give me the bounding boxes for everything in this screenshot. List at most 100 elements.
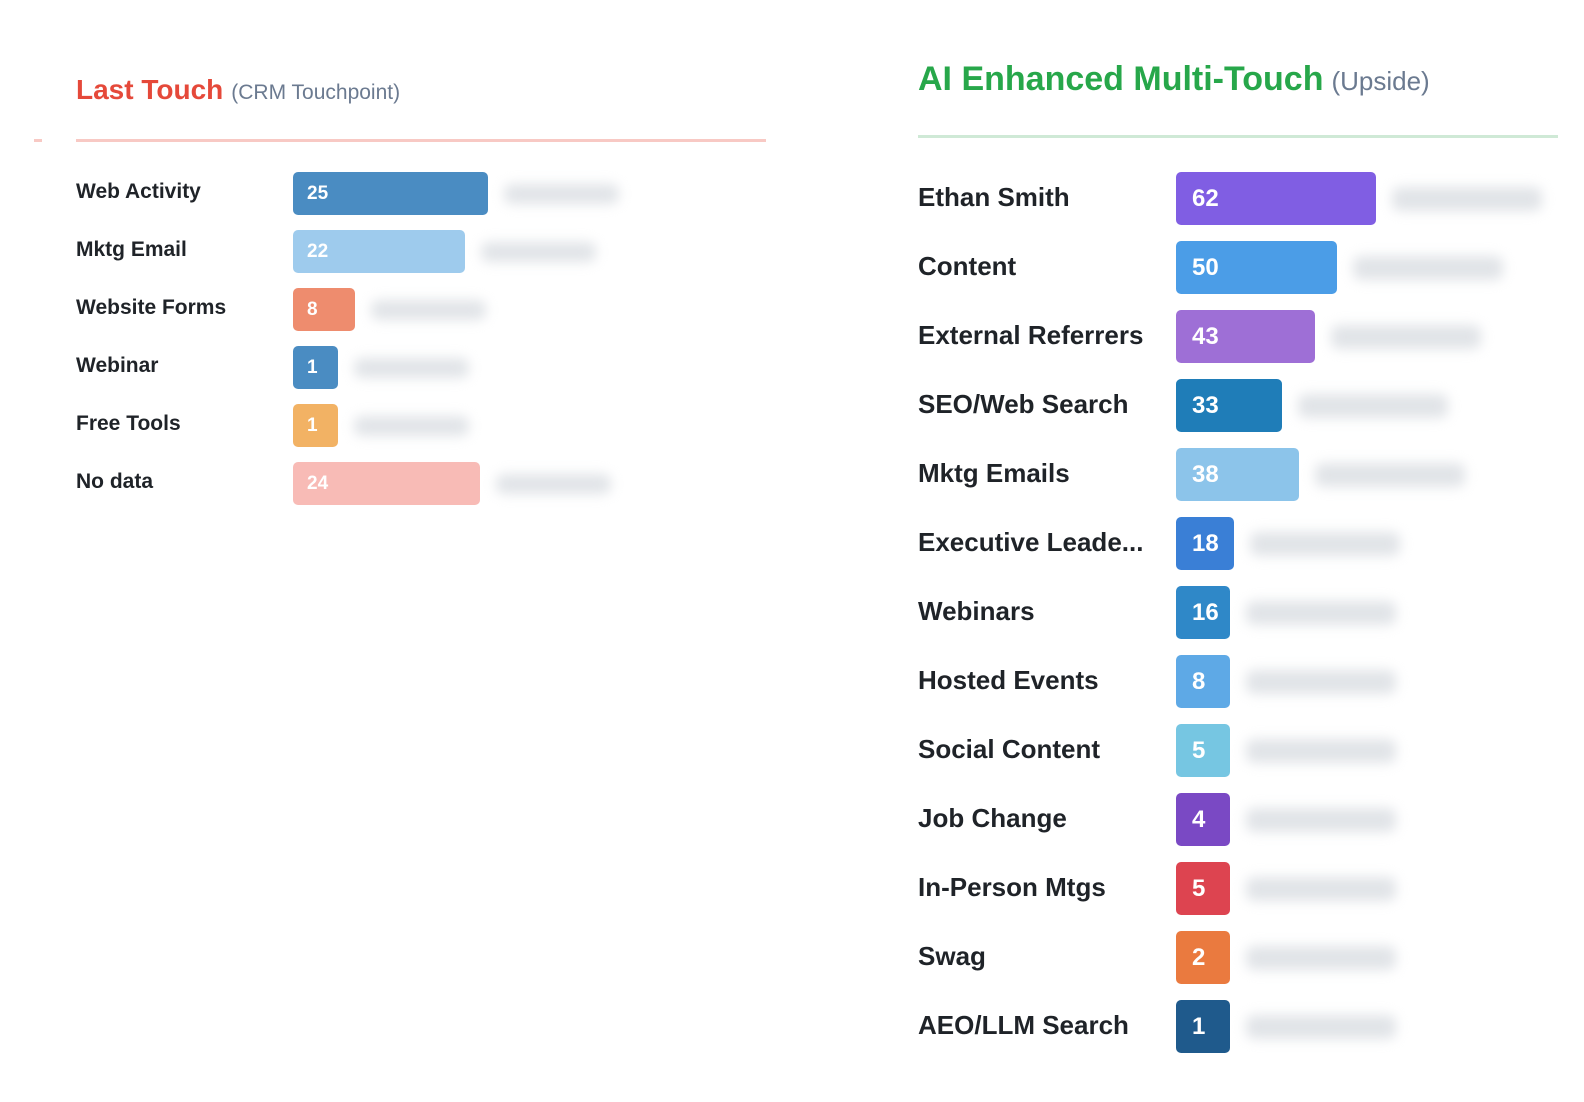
bar-value-label: 1 [1192,1012,1206,1040]
redacted-value [1330,325,1481,349]
bar: 33 [1176,379,1283,432]
category-label: Webinars [918,596,1035,626]
bar-value-label: 33 [1192,391,1219,419]
bar: 25 [293,172,488,215]
bar: 50 [1176,241,1338,294]
redacted-value [1246,1015,1396,1039]
bar-value-label: 22 [307,240,329,262]
bar: 22 [293,230,465,273]
category-label: Hosted Events [918,665,1099,695]
bar-row: External Referrers 43 [918,310,1558,379]
bar-row: Mktg Emails 38 [918,448,1558,517]
redacted-value [480,242,596,262]
bar-value-label: 16 [1192,598,1219,626]
chart-title-row: AI Enhanced Multi-Touch (Upside) [918,60,1558,99]
chart-subtitle: (CRM Touchpoint) [231,81,401,104]
bar-row: In-Person Mtgs 5 [918,862,1558,931]
redacted-value [1246,946,1396,970]
bar: 38 [1176,448,1299,501]
redacted-value [1246,808,1396,832]
bar-row: Webinars 16 [918,586,1558,655]
bar-row: Executive Leade... 18 [918,517,1558,586]
bar: 1 [293,346,338,389]
bar-row: Webinar 1 [36,346,736,404]
bar-value-label: 1 [307,414,318,436]
multi-touch-chart: AI Enhanced Multi-Touch (Upside) Ethan Sm… [918,60,1558,1053]
redacted-value [1250,532,1401,556]
category-label: Mktg Email [76,238,187,261]
bar-value-label: 4 [1192,805,1206,833]
bar-row: Ethan Smith 62 [918,172,1558,241]
category-label: Webinar [76,354,159,377]
category-label: Website Forms [76,296,227,319]
bar-row: Social Content 5 [918,724,1558,793]
bar-value-label: 2 [1192,943,1206,971]
bar-row: Swag 2 [918,931,1558,1000]
bar: 5 [1176,862,1230,915]
bar-value-label: 62 [1192,184,1219,212]
redacted-value [1298,394,1449,418]
chart-title: Last Touch [76,74,224,105]
bar: 18 [1176,517,1235,570]
bar-value-label: 43 [1192,322,1219,350]
bar-row: Job Change 4 [918,793,1558,862]
redacted-value [1246,670,1396,694]
bar-value-label: 38 [1192,460,1219,488]
redacted-value [1246,877,1396,901]
bar-row: Free Tools 1 [36,404,736,462]
bar-value-label: 25 [307,182,329,204]
bar-row: Web Activity 25 [36,172,736,230]
title-rule [918,135,1558,138]
bar: 43 [1176,310,1315,363]
bar-value-label: 5 [1192,874,1206,902]
redacted-value [1314,463,1465,487]
title-rule-tick [34,139,42,142]
category-label: Social Content [918,734,1101,764]
bar: 24 [293,462,481,505]
bar-value-label: 18 [1192,529,1219,557]
category-label: AEO/LLM Search [918,1010,1129,1040]
bar-row: Content 50 [918,241,1558,310]
bar: 2 [1176,931,1230,984]
bar-row: Hosted Events 8 [918,655,1558,724]
category-label: Swag [918,941,986,971]
redacted-value [1246,601,1396,625]
redacted-value [496,474,612,494]
bar: 62 [1176,172,1376,225]
bar-row: Mktg Email 22 [36,230,736,288]
last-touch-chart: Last Touch (CRM Touchpoint) Web Activity 2… [34,74,766,505]
bar-value-label: 24 [307,472,329,494]
category-label: Job Change [918,803,1067,833]
category-label: No data [76,470,154,493]
bar-value-label: 8 [1192,667,1206,695]
title-rule [76,139,766,142]
category-label: In-Person Mtgs [918,872,1106,902]
redacted-value [1353,256,1504,280]
category-label: Free Tools [76,412,181,435]
category-label: Ethan Smith [918,182,1070,212]
category-label: External Referrers [918,320,1144,350]
bar-rows: Web Activity 25 Mktg Email 22 Website Forms 8… [36,172,736,520]
chart-subtitle: (Upside) [1331,66,1430,96]
redacted-value [504,184,619,204]
bar: 4 [1176,793,1230,846]
redacted-value [354,416,469,436]
category-label: Content [918,251,1017,281]
redacted-value [354,358,469,378]
bar-value-label: 8 [307,298,318,320]
redacted-value [1392,187,1542,211]
bar-row: No data 24 [36,462,736,520]
bar-value-label: 1 [307,356,318,378]
chart-title: AI Enhanced Multi-Touch [918,60,1324,98]
bar: 1 [1176,1000,1230,1053]
chart-title-row: Last Touch (CRM Touchpoint) [76,74,736,106]
bar-row: AEO/LLM Search 1 [918,1000,1558,1069]
category-label: Mktg Emails [918,458,1070,488]
bar-rows: Ethan Smith 62 Content 50 External Referrers… [918,172,1558,1069]
category-label: SEO/Web Search [918,389,1129,419]
bar-row: Website Forms 8 [36,288,736,346]
bar: 8 [293,288,356,331]
category-label: Web Activity [76,180,201,203]
bar-row: SEO/Web Search 33 [918,379,1558,448]
bar: 16 [1176,586,1230,639]
